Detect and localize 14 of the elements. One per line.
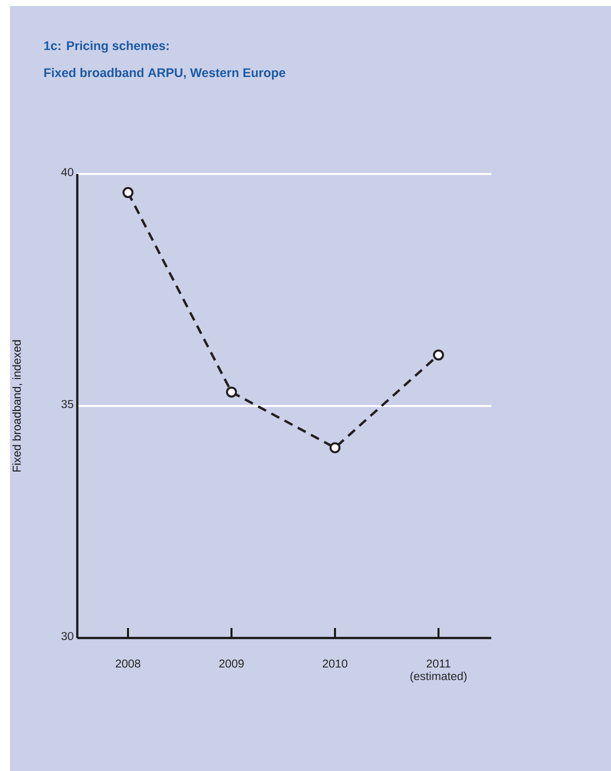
point bbox=[226, 386, 237, 398]
point bbox=[122, 187, 134, 198]
chart-title: 1c: Pricing schemes: bbox=[44, 40, 169, 53]
y-tick-label: 35 bbox=[61, 400, 74, 408]
x-tick-label: 2010 bbox=[322, 660, 348, 668]
point bbox=[330, 442, 340, 454]
y-tick-label: 40 bbox=[61, 168, 74, 176]
x-tick-label: 2011 (estimated) bbox=[410, 660, 467, 682]
point bbox=[433, 349, 444, 360]
x-tick-label: 2008 bbox=[116, 660, 140, 668]
x-tick-label: 2009 bbox=[219, 660, 244, 668]
chart-subtitle: Fixed broadband ARPU, Western Europe bbox=[44, 68, 286, 80]
y-tick-label: 30 bbox=[61, 632, 74, 640]
y-axis-title: Fixed broadband, indexed bbox=[12, 340, 22, 472]
